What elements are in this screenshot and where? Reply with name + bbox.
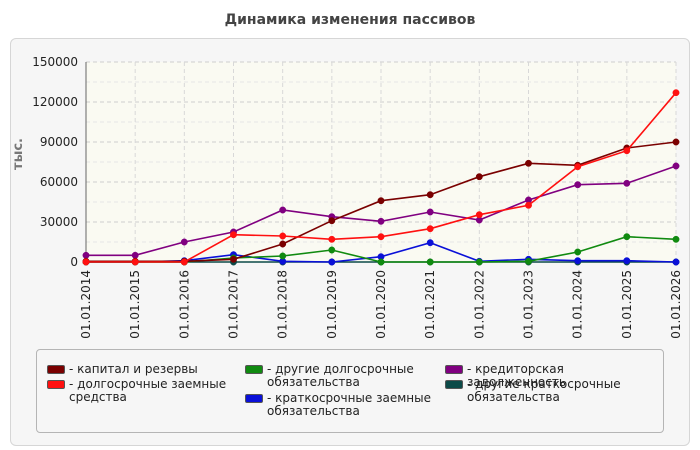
chart-title: Динамика изменения пассивов (224, 12, 476, 28)
data-point-2-11 (623, 233, 631, 241)
data-point-4-2 (180, 238, 188, 246)
legend-item-other-longterm: - другие долгосрочные обязательства (245, 363, 435, 389)
data-point-4-6 (377, 217, 385, 225)
data-point-4-7 (426, 208, 434, 216)
x-tick-label: 01.01.2025 (620, 270, 634, 339)
data-point-1-2 (180, 258, 188, 266)
data-point-2-9 (525, 257, 532, 265)
y-tick-label: 60000 (40, 175, 78, 189)
data-point-4-11 (623, 179, 631, 187)
data-point-2-8 (475, 258, 483, 266)
x-tick-label: 01.01.2021 (423, 270, 437, 339)
legend-item-shortterm-loans: - краткосрочные заемные обязательства (245, 392, 435, 418)
data-point-0-4 (279, 240, 287, 248)
data-point-2-10 (574, 248, 582, 256)
x-tick-label: 01.01.2017 (227, 270, 241, 339)
data-point-1-10 (574, 163, 582, 171)
x-tick-label: 01.01.2024 (571, 270, 585, 339)
data-point-3-7 (426, 239, 434, 247)
x-tick-label: 01.01.2019 (325, 270, 339, 339)
y-tick-label: 150000 (32, 55, 78, 69)
legend-item-other-shortterm: - другие краткосрочные обязательства (445, 378, 645, 404)
data-point-0-12 (672, 138, 680, 146)
y-tick-label: 120000 (32, 95, 78, 109)
x-tick-label: 01.01.2023 (522, 270, 536, 339)
legend-label: - краткосрочные заемные обязательства (267, 391, 431, 418)
x-tick-label: 01.01.2016 (177, 270, 191, 339)
data-point-3-5 (328, 258, 336, 266)
legend-item-longterm-loans: - долгосрочные заемные средства (47, 378, 247, 404)
data-point-4-4 (279, 206, 287, 214)
data-point-4-1 (131, 251, 139, 259)
data-point-2-7 (426, 258, 434, 266)
legend-swatch (245, 394, 263, 403)
data-point-0-8 (475, 173, 483, 181)
legend-swatch (47, 365, 65, 374)
data-point-4-10 (574, 181, 582, 189)
y-tick-label: 0 (70, 255, 78, 269)
legend-label: - другие краткосрочные обязательства (467, 377, 621, 404)
data-point-4-12 (672, 162, 680, 170)
chart-legend: - капитал и резервы - долгосрочные заемн… (36, 349, 664, 433)
data-point-2-5 (328, 246, 336, 254)
data-point-1-11 (623, 147, 631, 155)
legend-swatch (245, 365, 263, 374)
data-point-1-3 (230, 231, 237, 239)
legend-swatch (47, 380, 65, 389)
legend-swatch (445, 365, 463, 374)
data-point-0-9 (525, 159, 532, 167)
data-point-1-1 (131, 258, 139, 266)
data-point-1-12 (672, 89, 680, 97)
x-tick-label: 01.01.2026 (669, 270, 683, 339)
y-axis-title: тыс. (11, 138, 26, 170)
legend-item-capital: - капитал и резервы (47, 363, 237, 376)
legend-label: - капитал и резервы (69, 362, 198, 376)
data-point-0-6 (377, 197, 385, 205)
data-point-3-10 (574, 257, 582, 265)
x-tick-label: 01.01.2014 (79, 270, 93, 339)
legend-label: - долгосрочные заемные средства (69, 377, 227, 404)
data-point-1-6 (377, 233, 385, 241)
x-tick-label: 01.01.2018 (276, 270, 290, 339)
data-point-0-7 (426, 191, 434, 199)
data-point-1-4 (279, 232, 287, 240)
legend-label: - другие долгосрочные обязательства (267, 362, 414, 389)
data-point-0-5 (328, 217, 336, 225)
legend-item-payables: - кредиторская задолженность (445, 363, 663, 389)
data-point-0-3 (230, 255, 237, 263)
data-point-1-9 (525, 201, 532, 209)
legend-label: - кредиторская задолженность (467, 362, 566, 389)
data-point-2-6 (377, 258, 385, 266)
data-point-1-5 (328, 235, 336, 243)
data-point-1-7 (426, 225, 434, 233)
legend-swatch (445, 380, 463, 389)
data-point-3-12 (672, 258, 680, 266)
x-tick-label: 01.01.2015 (128, 270, 142, 339)
data-point-2-12 (672, 235, 680, 243)
y-tick-label: 30000 (40, 215, 78, 229)
data-point-3-11 (623, 257, 631, 265)
data-point-1-8 (475, 211, 483, 219)
x-tick-label: 01.01.2022 (472, 270, 486, 339)
data-point-2-4 (279, 252, 287, 260)
data-point-4-0 (82, 251, 90, 259)
y-tick-label: 90000 (40, 135, 78, 149)
x-tick-label: 01.01.2020 (374, 270, 388, 339)
data-point-1-0 (82, 258, 90, 266)
